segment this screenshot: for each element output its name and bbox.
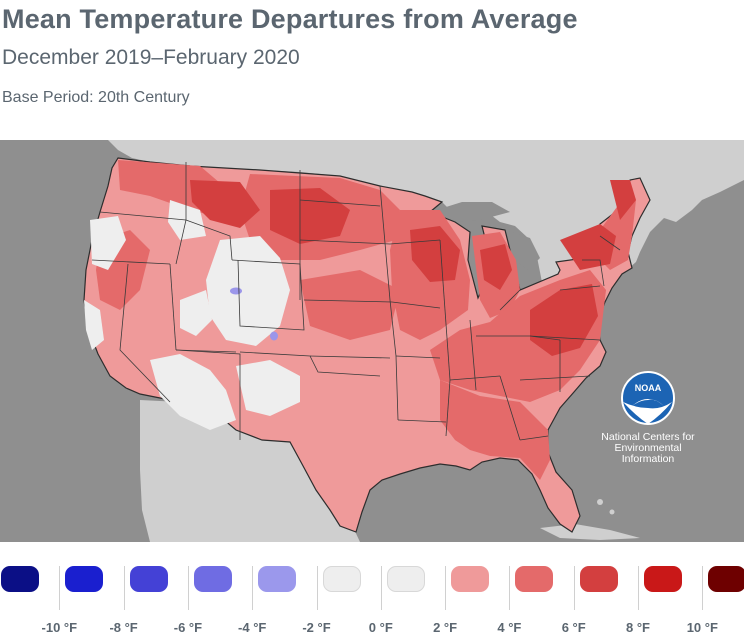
legend-divider [509, 566, 511, 610]
noaa-caption-line: Information [621, 453, 675, 465]
legend-swatch [1, 566, 39, 592]
legend-label: 4 °F [497, 620, 522, 635]
anomaly-near-zero [84, 200, 300, 430]
legend-swatch [193, 566, 232, 592]
legend-label: 2 °F [433, 620, 458, 635]
legend-label: 0 °F [368, 620, 393, 635]
legend-swatch [129, 566, 168, 592]
bahamas-island [597, 499, 603, 505]
legend-divider [187, 566, 189, 610]
legend-swatch [65, 566, 104, 592]
legend-label: -6 °F [173, 620, 203, 635]
legend-divider [380, 566, 382, 610]
legend-divider [316, 566, 318, 610]
mexico-landmass [140, 400, 360, 542]
legend-label: -2 °F [302, 620, 331, 635]
legend-divider [59, 566, 61, 610]
noaa-caption: National Centers for Environmental Infor… [596, 432, 700, 465]
legend-label: 8 °F [626, 620, 650, 635]
legend-divider [702, 566, 704, 610]
legend-swatch [322, 566, 361, 592]
legend-label: -8 °F [109, 620, 138, 635]
anomaly-plus-6-8 [190, 180, 636, 356]
temperature-map: NOAA [0, 140, 744, 542]
bahamas-island [609, 509, 615, 515]
page-title: Mean Temperature Departures from Average [2, 4, 578, 34]
legend-divider [445, 566, 447, 610]
legend-swatch [451, 566, 490, 592]
noaa-caption-line: Environmental [614, 442, 682, 454]
legend-divider [573, 566, 575, 610]
legend-swatch [708, 566, 744, 592]
noaa-logo: NOAA [621, 371, 675, 425]
state-borders [91, 162, 621, 441]
legend-label: 6 °F [561, 620, 586, 635]
noaa-logo-text: NOAA [635, 383, 662, 393]
legend-swatch [258, 566, 297, 592]
lake-huron [505, 230, 540, 270]
page-subtitle: December 2019–February 2020 [2, 46, 300, 69]
legend-divider [123, 566, 125, 610]
legend-divider [252, 566, 254, 610]
lake-superior [430, 202, 510, 222]
legend-label: -4 °F [238, 620, 267, 635]
legend-divider [638, 566, 639, 610]
legend-swatch [386, 566, 425, 592]
legend-swatch [579, 566, 618, 592]
legend-label: -10 °F [41, 620, 78, 635]
legend-swatch [515, 566, 554, 592]
noaa-caption-line: National Centers for [601, 431, 695, 443]
legend-swatch [644, 566, 682, 592]
base-period-text: Base Period: 20th Century [2, 89, 190, 106]
legend-label: 10 °F [686, 620, 718, 635]
